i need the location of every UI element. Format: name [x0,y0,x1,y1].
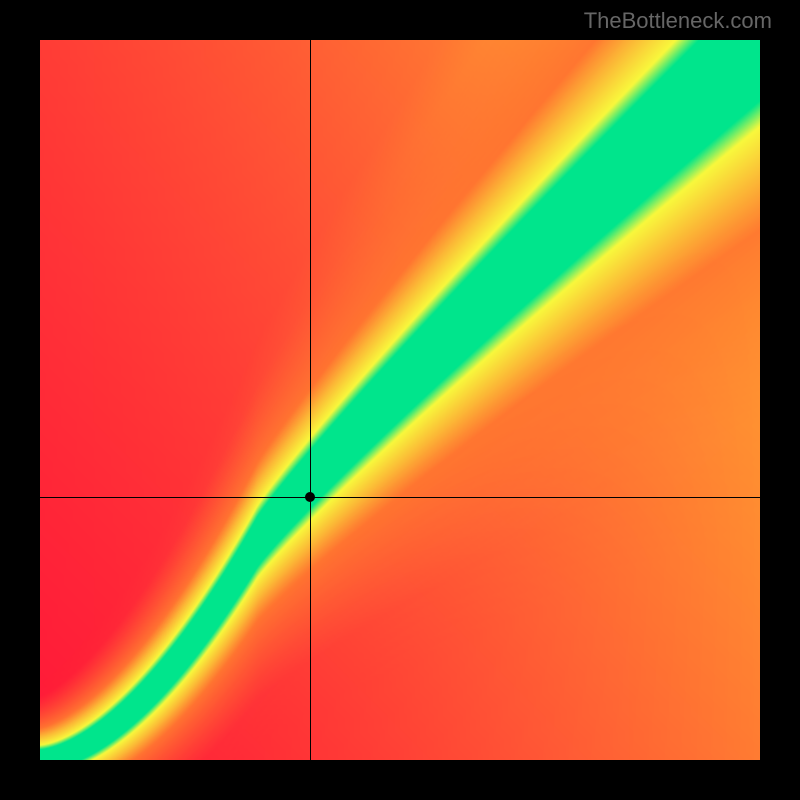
watermark-text: TheBottleneck.com [584,8,772,34]
crosshair-horizontal [40,497,760,498]
data-point [305,492,315,502]
heatmap-canvas [40,40,760,760]
heatmap-plot [40,40,760,760]
crosshair-vertical [310,40,311,760]
